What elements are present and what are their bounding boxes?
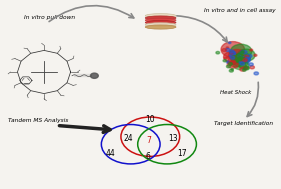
- Circle shape: [232, 60, 235, 63]
- Circle shape: [223, 60, 226, 62]
- Circle shape: [241, 51, 244, 52]
- Circle shape: [225, 48, 230, 51]
- Text: Heat Shock: Heat Shock: [220, 90, 251, 95]
- Ellipse shape: [145, 20, 176, 25]
- Circle shape: [233, 61, 237, 64]
- Circle shape: [241, 58, 246, 62]
- Circle shape: [226, 65, 230, 68]
- Circle shape: [230, 56, 235, 59]
- Text: 10: 10: [146, 115, 155, 124]
- Text: Target Identification: Target Identification: [214, 121, 273, 126]
- Circle shape: [229, 69, 233, 72]
- Circle shape: [244, 57, 247, 58]
- Circle shape: [227, 61, 238, 68]
- Circle shape: [230, 44, 252, 58]
- Circle shape: [238, 55, 241, 57]
- Circle shape: [232, 56, 236, 59]
- Circle shape: [237, 61, 239, 62]
- Circle shape: [239, 59, 243, 61]
- Circle shape: [229, 55, 231, 57]
- Circle shape: [254, 72, 259, 75]
- Circle shape: [236, 55, 240, 58]
- Circle shape: [234, 58, 248, 67]
- Circle shape: [232, 60, 237, 63]
- Circle shape: [228, 42, 231, 44]
- Circle shape: [222, 49, 226, 52]
- Circle shape: [245, 67, 248, 69]
- Circle shape: [240, 67, 245, 71]
- Circle shape: [242, 57, 245, 59]
- Circle shape: [244, 66, 249, 70]
- Text: 7: 7: [146, 136, 151, 145]
- Circle shape: [230, 52, 234, 54]
- Circle shape: [226, 57, 229, 58]
- Circle shape: [232, 61, 236, 64]
- Text: 17: 17: [178, 149, 187, 158]
- Circle shape: [238, 57, 243, 60]
- Text: In vitro and in cell assay: In vitro and in cell assay: [205, 8, 276, 13]
- Circle shape: [245, 55, 248, 58]
- Text: 13: 13: [168, 134, 178, 143]
- Circle shape: [245, 57, 250, 60]
- Text: Tandem MS Analysis: Tandem MS Analysis: [8, 118, 68, 123]
- Circle shape: [254, 54, 257, 56]
- Circle shape: [250, 66, 254, 69]
- Circle shape: [247, 54, 252, 58]
- Circle shape: [231, 69, 234, 70]
- Text: In vitro pull down: In vitro pull down: [24, 15, 76, 20]
- Circle shape: [240, 51, 243, 53]
- Circle shape: [226, 61, 230, 63]
- Circle shape: [243, 59, 247, 62]
- Text: 24: 24: [123, 134, 133, 143]
- Circle shape: [242, 50, 247, 54]
- Circle shape: [229, 50, 234, 53]
- Circle shape: [221, 42, 244, 57]
- Circle shape: [250, 49, 253, 51]
- Circle shape: [243, 69, 246, 71]
- Circle shape: [216, 51, 220, 54]
- Circle shape: [235, 53, 250, 63]
- Circle shape: [226, 47, 228, 49]
- Circle shape: [228, 63, 233, 65]
- Circle shape: [232, 54, 235, 57]
- Circle shape: [237, 49, 255, 61]
- Circle shape: [231, 54, 245, 64]
- Circle shape: [229, 61, 234, 65]
- Circle shape: [237, 57, 242, 61]
- Ellipse shape: [145, 16, 176, 20]
- Circle shape: [239, 62, 249, 69]
- Circle shape: [241, 58, 245, 60]
- Circle shape: [228, 50, 245, 61]
- Ellipse shape: [145, 25, 176, 29]
- Text: 44: 44: [106, 149, 115, 158]
- Circle shape: [90, 73, 98, 78]
- Circle shape: [224, 57, 227, 59]
- Text: 6: 6: [146, 152, 151, 161]
- Ellipse shape: [145, 23, 176, 27]
- Circle shape: [230, 52, 235, 56]
- Circle shape: [240, 56, 250, 63]
- Ellipse shape: [145, 14, 176, 18]
- Circle shape: [231, 51, 236, 55]
- Ellipse shape: [145, 18, 176, 22]
- Circle shape: [243, 67, 248, 70]
- Circle shape: [228, 56, 243, 67]
- Circle shape: [231, 61, 235, 64]
- Circle shape: [239, 53, 242, 55]
- Circle shape: [224, 52, 239, 62]
- Circle shape: [234, 61, 246, 70]
- Circle shape: [240, 51, 244, 54]
- Circle shape: [230, 52, 233, 54]
- Circle shape: [249, 63, 253, 66]
- Circle shape: [240, 62, 244, 65]
- Circle shape: [241, 50, 243, 52]
- Circle shape: [239, 61, 241, 63]
